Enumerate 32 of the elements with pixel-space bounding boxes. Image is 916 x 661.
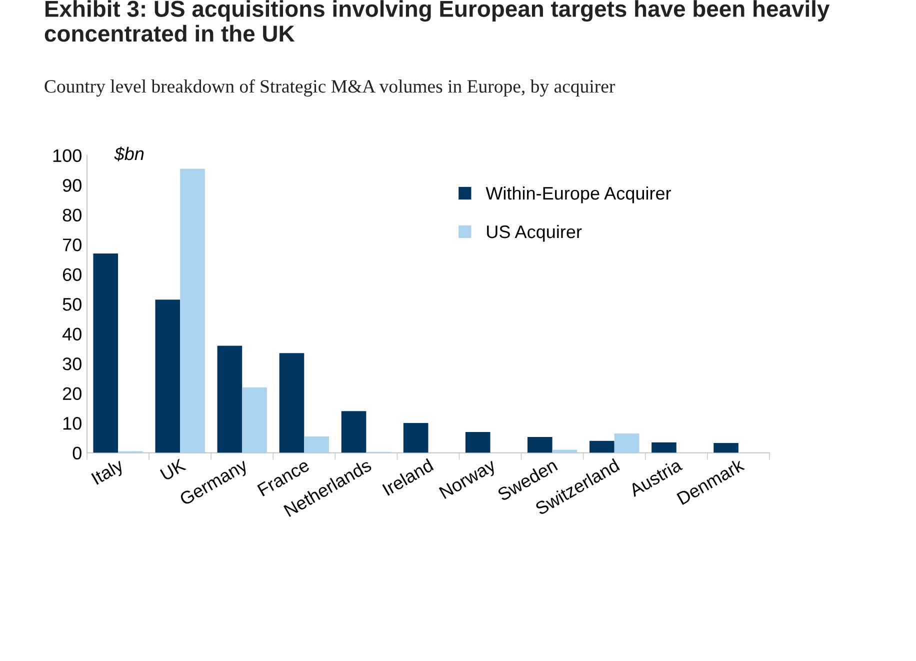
chart-title: Exhibit 3: US acquisitions involving European targets have been heavily concentrated in the UK [44,0,830,42]
bar [403,423,428,453]
bar [242,387,267,453]
bar [341,411,366,453]
y-axis-title: $bn [114,146,144,162]
bar [652,442,676,453]
y-tick-label: 70 [63,238,82,252]
x-tick-label: Italy [90,458,126,488]
y-tick-label: 30 [62,357,82,370]
bar [590,440,614,453]
y-tick-label: 60 [62,268,82,282]
bar [304,436,329,453]
bar [527,437,552,453]
bar [714,442,738,453]
y-tick-label: 0 [72,446,82,460]
bar [465,432,490,453]
bar [155,300,180,453]
y-tick-label: 80 [62,208,82,222]
y-tick-label: 100 [53,149,82,162]
y-tick-label: 10 [63,416,82,430]
bar [217,346,242,453]
bar [279,353,304,453]
legend-label: Within-Europe Acquirer [486,186,672,204]
y-tick-label: 40 [62,328,82,341]
legend-label: US Acquirer [487,224,582,242]
bar [614,433,640,453]
y-tick-label: 90 [62,179,82,192]
chart-subtitle: Country level breakdown of Strategic M&A volumes in Europe, by acquirer [44,79,616,97]
y-tick-label: 50 [62,298,82,311]
y-tick-label: 20 [62,387,82,400]
bar [180,168,205,453]
bar [93,253,118,453]
